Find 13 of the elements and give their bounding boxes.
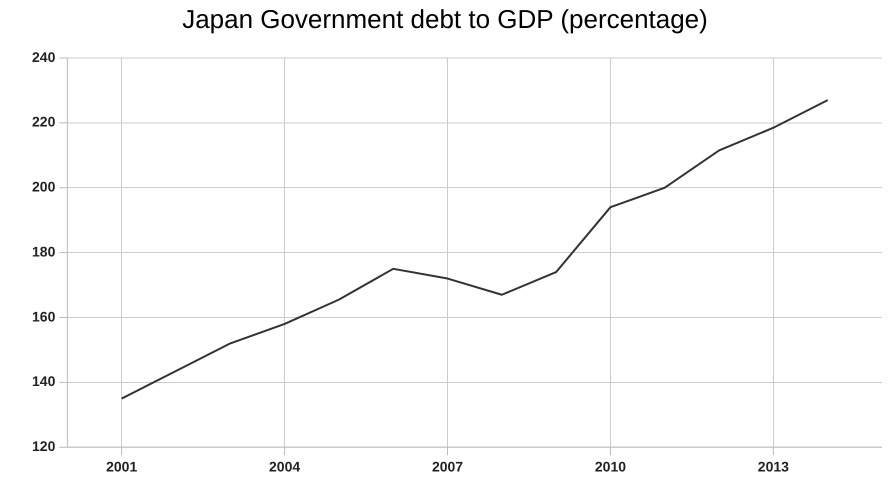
chart-title: Japan Government debt to GDP (percentage) — [181, 4, 709, 35]
y-tick-label: 200 — [32, 178, 56, 195]
y-tick-label: 180 — [32, 243, 56, 260]
x-tick-label: 2001 — [106, 458, 138, 474]
y-tick-label: 240 — [32, 48, 56, 65]
y-tick-label: 160 — [32, 308, 56, 324]
y-tick-label: 140 — [32, 373, 56, 390]
x-tick-label: 2010 — [594, 458, 626, 474]
y-tick-label: 120 — [32, 438, 56, 454]
x-tick-label: 2013 — [758, 458, 790, 474]
x-tick-label: 2004 — [269, 458, 300, 474]
x-tick-label: 2007 — [432, 458, 464, 474]
y-tick-label: 220 — [32, 114, 56, 130]
